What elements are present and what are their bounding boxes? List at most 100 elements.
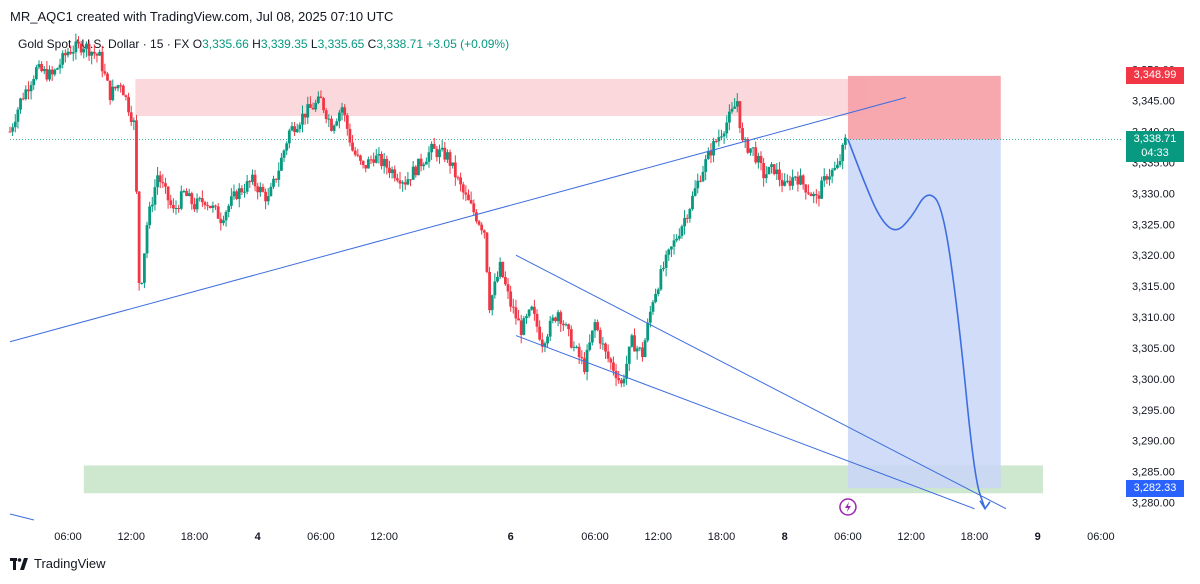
candle-body bbox=[114, 86, 117, 89]
candle-body bbox=[490, 295, 494, 311]
x-tick-label: 6 bbox=[508, 531, 514, 543]
candle-body bbox=[430, 143, 434, 153]
candle-body bbox=[95, 53, 99, 56]
candle-body bbox=[648, 311, 652, 323]
candle-body bbox=[356, 154, 360, 156]
candle-body bbox=[617, 378, 621, 381]
candle-body bbox=[40, 64, 44, 72]
price-tag-label: 3,282.33 bbox=[1133, 481, 1177, 494]
candle-body bbox=[63, 53, 67, 56]
candle-body bbox=[759, 155, 763, 164]
candle-body bbox=[258, 186, 262, 193]
candle-body bbox=[498, 261, 502, 277]
x-axis: 06:00 12:00 18:00 4 06:00 12:00 6 06:00 12:00 18:… bbox=[54, 531, 1114, 543]
candle-body bbox=[554, 317, 557, 322]
candle-body bbox=[145, 225, 149, 254]
candle-body bbox=[743, 139, 747, 141]
candle-body bbox=[164, 183, 167, 187]
candle-body bbox=[185, 190, 188, 197]
candle-body bbox=[92, 51, 96, 54]
candle-body bbox=[219, 218, 223, 224]
candle-body bbox=[488, 271, 491, 311]
candle-body bbox=[248, 181, 252, 183]
candle-body bbox=[108, 80, 112, 101]
candle-body bbox=[398, 180, 402, 184]
channel-upper-line bbox=[515, 254, 1007, 510]
candle-body bbox=[722, 133, 726, 137]
candle-body bbox=[42, 69, 46, 72]
candle-body bbox=[13, 121, 17, 128]
candle-body bbox=[438, 149, 441, 158]
candle-body bbox=[235, 191, 239, 199]
candle-body bbox=[269, 186, 273, 197]
candle-body bbox=[280, 157, 283, 171]
candle-body bbox=[601, 343, 605, 345]
y-axis: 3,280.00 3,285.00 3,290.00 3,295.00 3,300.00… bbox=[1132, 65, 1175, 510]
candle-body bbox=[435, 148, 439, 158]
candle-body bbox=[24, 89, 28, 100]
candle-body bbox=[735, 101, 739, 107]
projection-path bbox=[847, 139, 986, 509]
candle-body bbox=[261, 186, 265, 192]
candle-body bbox=[119, 85, 123, 87]
candle-body bbox=[517, 318, 520, 321]
x-tick-label: 12:00 bbox=[370, 531, 398, 543]
candle-body bbox=[424, 161, 428, 165]
candle-body bbox=[406, 179, 410, 185]
candle-body bbox=[414, 166, 418, 176]
candle-body bbox=[820, 180, 824, 199]
x-tick-label: 18:00 bbox=[181, 531, 209, 543]
symbol-name[interactable]: Gold Spot / U.S. Dollar · 15 · FX bbox=[18, 37, 190, 51]
candle-body bbox=[814, 193, 818, 196]
candle-body bbox=[298, 124, 302, 129]
candle-body bbox=[295, 128, 299, 133]
candle-body bbox=[701, 171, 705, 182]
candle-body bbox=[427, 152, 431, 162]
candle-body bbox=[456, 177, 460, 179]
candle-body bbox=[224, 211, 228, 221]
candle-body bbox=[56, 68, 59, 70]
x-tick-label: 12:00 bbox=[644, 531, 672, 543]
candle-body bbox=[106, 73, 109, 81]
candle-body bbox=[501, 261, 505, 278]
y-tick-label: 3,285.00 bbox=[1132, 467, 1175, 479]
candle-body bbox=[685, 217, 689, 219]
candle-body bbox=[580, 357, 584, 359]
candle-body bbox=[211, 205, 215, 209]
candle-body bbox=[308, 104, 312, 108]
candle-body bbox=[540, 339, 544, 347]
candle-body bbox=[785, 180, 789, 182]
candle-body bbox=[656, 289, 660, 295]
candle-body bbox=[388, 167, 391, 174]
candle-body bbox=[187, 193, 191, 197]
x-tick-label: 12:00 bbox=[117, 531, 145, 543]
candle-body bbox=[461, 184, 465, 193]
price-tag-label: 3,348.99 bbox=[1133, 69, 1177, 82]
x-tick-label: 06:00 bbox=[307, 531, 335, 543]
candle-body bbox=[767, 166, 771, 175]
candle-body bbox=[369, 159, 373, 161]
candle-body bbox=[548, 320, 552, 337]
candle-body bbox=[791, 177, 795, 186]
candle-body bbox=[111, 86, 115, 101]
candle-body bbox=[419, 158, 423, 167]
candle-body bbox=[311, 107, 315, 110]
candle-body bbox=[825, 176, 829, 180]
candle-body bbox=[472, 203, 476, 213]
candle-body bbox=[772, 164, 776, 174]
candle-body bbox=[29, 85, 33, 92]
y-tick-label: 3,280.00 bbox=[1132, 498, 1175, 510]
candle-body bbox=[37, 64, 41, 68]
candle-body bbox=[382, 158, 386, 167]
candle-body bbox=[485, 232, 489, 272]
candle-body bbox=[509, 291, 513, 307]
candle-body bbox=[293, 126, 296, 133]
candle-body bbox=[98, 51, 101, 56]
candle-body bbox=[274, 178, 278, 180]
candle-body bbox=[809, 193, 813, 197]
candle-body bbox=[409, 179, 412, 181]
candle-body bbox=[567, 324, 571, 330]
candle-body bbox=[74, 41, 78, 53]
candle-body bbox=[783, 181, 787, 186]
